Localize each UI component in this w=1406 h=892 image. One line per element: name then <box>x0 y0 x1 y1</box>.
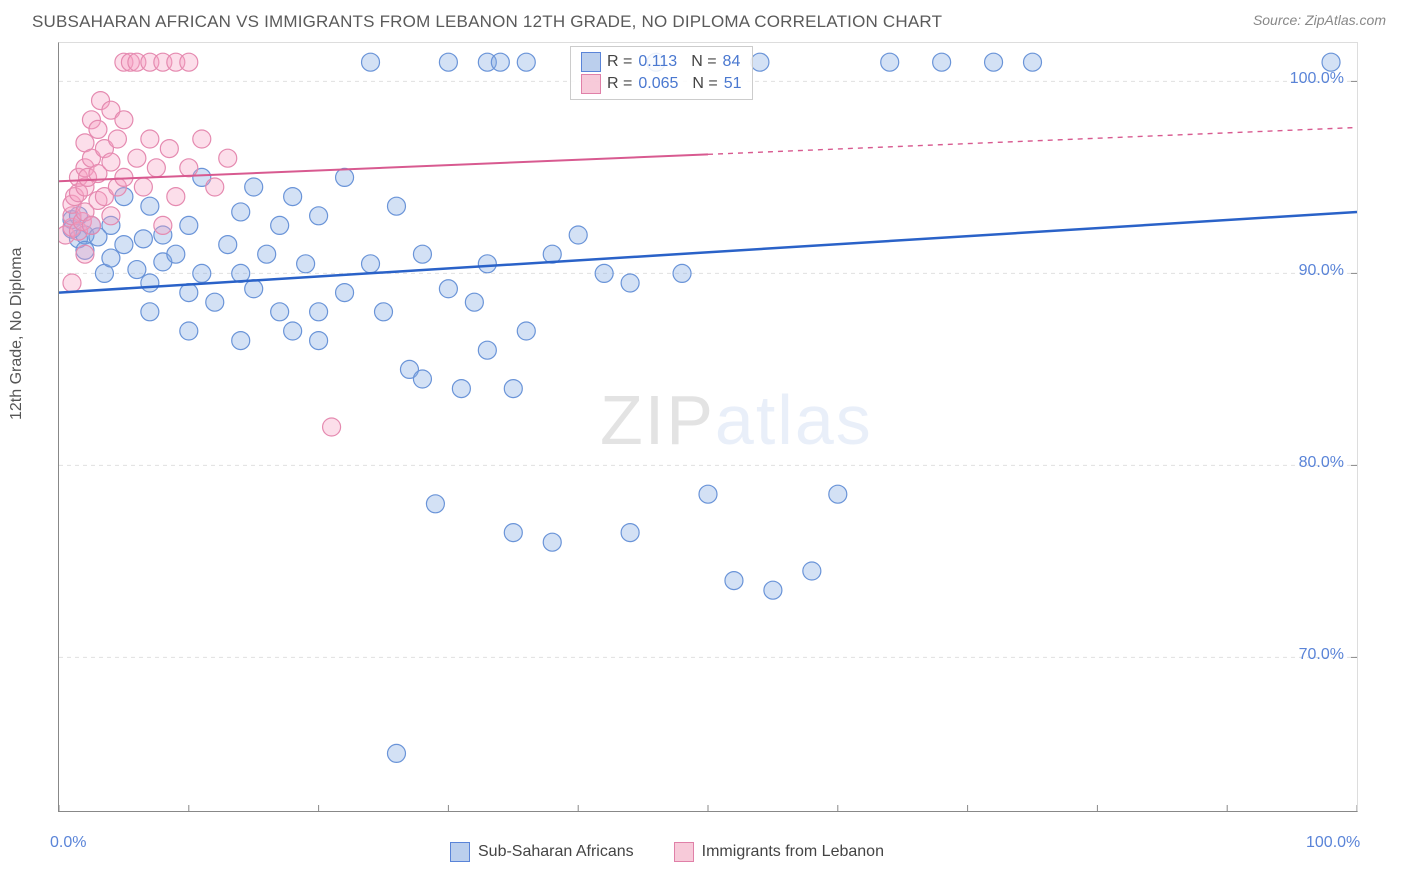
legend-label-blue: Sub-Saharan Africans <box>478 843 634 861</box>
swatch-blue-icon <box>450 842 470 862</box>
x-tick-label: 100.0% <box>1306 834 1360 852</box>
chart-svg <box>59 43 1357 811</box>
swatch-pink-icon <box>674 842 694 862</box>
n-label: N = <box>691 53 716 71</box>
r-label: R = <box>607 53 632 71</box>
y-axis-label: 12th Grade, No Diploma <box>8 247 26 420</box>
correlation-legend: R = 0.113 N = 84 R = 0.065 N = 51 <box>570 46 753 100</box>
legend-row-blue: R = 0.113 N = 84 <box>581 51 742 73</box>
r-label: R = <box>607 75 632 93</box>
swatch-blue-icon <box>581 52 601 72</box>
n-value-pink: 51 <box>724 75 742 93</box>
n-value-blue: 84 <box>723 53 741 71</box>
series-legend: Sub-Saharan Africans Immigrants from Leb… <box>450 842 884 862</box>
y-tick-label: 100.0% <box>1290 70 1344 88</box>
legend-label-pink: Immigrants from Lebanon <box>702 843 884 861</box>
source-attribution: Source: ZipAtlas.com <box>1253 12 1386 28</box>
y-tick-label: 80.0% <box>1299 454 1344 472</box>
swatch-pink-icon <box>581 74 601 94</box>
plot-area <box>58 42 1358 812</box>
n-label: N = <box>692 75 717 93</box>
x-tick-label: 0.0% <box>50 834 86 852</box>
y-tick-label: 90.0% <box>1299 262 1344 280</box>
r-value-blue: 0.113 <box>638 53 677 71</box>
chart-title: SUBSAHARAN AFRICAN VS IMMIGRANTS FROM LE… <box>32 12 942 32</box>
r-value-pink: 0.065 <box>638 75 678 93</box>
y-tick-label: 70.0% <box>1299 646 1344 664</box>
legend-row-pink: R = 0.065 N = 51 <box>581 73 742 95</box>
